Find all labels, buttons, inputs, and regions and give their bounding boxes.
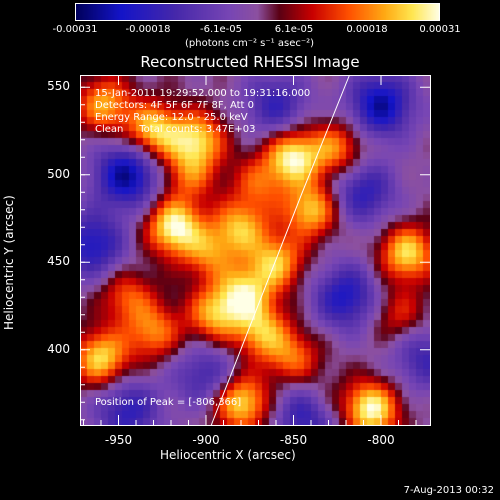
x-tick-label: -850 [279,433,308,447]
solar-limb-line [210,74,350,426]
colorbar [75,3,440,21]
y-tick-marks [80,86,430,421]
heatmap-image [80,75,430,425]
y-tick-label: 450 [47,254,70,269]
x-axis-label: Heliocentric X (arcsec) [160,448,296,462]
colorbar-tick-label: -0.00018 [125,24,171,35]
colorbar-tick-label: 0.00031 [419,24,461,35]
colorbar-units: (photons cm⁻² s⁻¹ asec⁻²) [185,38,315,49]
colorbar-tick-label: -0.00031 [52,24,98,35]
info-line: 15-Jan-2011 19:29:52.000 to 19:31:16.000 [95,88,311,99]
info-line: Clean Total counts: 3.47E+03 [95,124,256,135]
info-line: Detectors: 4F 5F 6F 7F 8F, Att 0 [95,100,255,111]
x-tick-label: -800 [367,433,395,447]
colorbar-border [75,3,440,21]
info-line: Energy Range: 12.0 - 25.0 keV [95,112,248,123]
y-axis-label: Heliocentric Y (arcsec) [2,195,16,330]
y-tick-label: 550 [47,79,70,94]
x-tick-label: -900 [192,433,220,447]
chart-title: Reconstructed RHESSI Image [140,53,360,71]
colorbar-tick-label: -6.1e-05 [200,24,242,35]
colorbar-tick-label: 0.00018 [346,24,388,35]
y-tick-label: 400 [47,341,70,356]
y-tick-label: 500 [47,166,70,181]
colorbar-tick-label: 6.1e-05 [274,24,314,35]
peak-position-label: Position of Peak = [-806,366] [95,397,242,408]
footer-date: 7-Aug-2013 00:32 [403,485,494,496]
plot-frame [80,75,431,426]
x-tick-label: -950 [104,433,133,447]
x-tick-marks [83,75,417,425]
